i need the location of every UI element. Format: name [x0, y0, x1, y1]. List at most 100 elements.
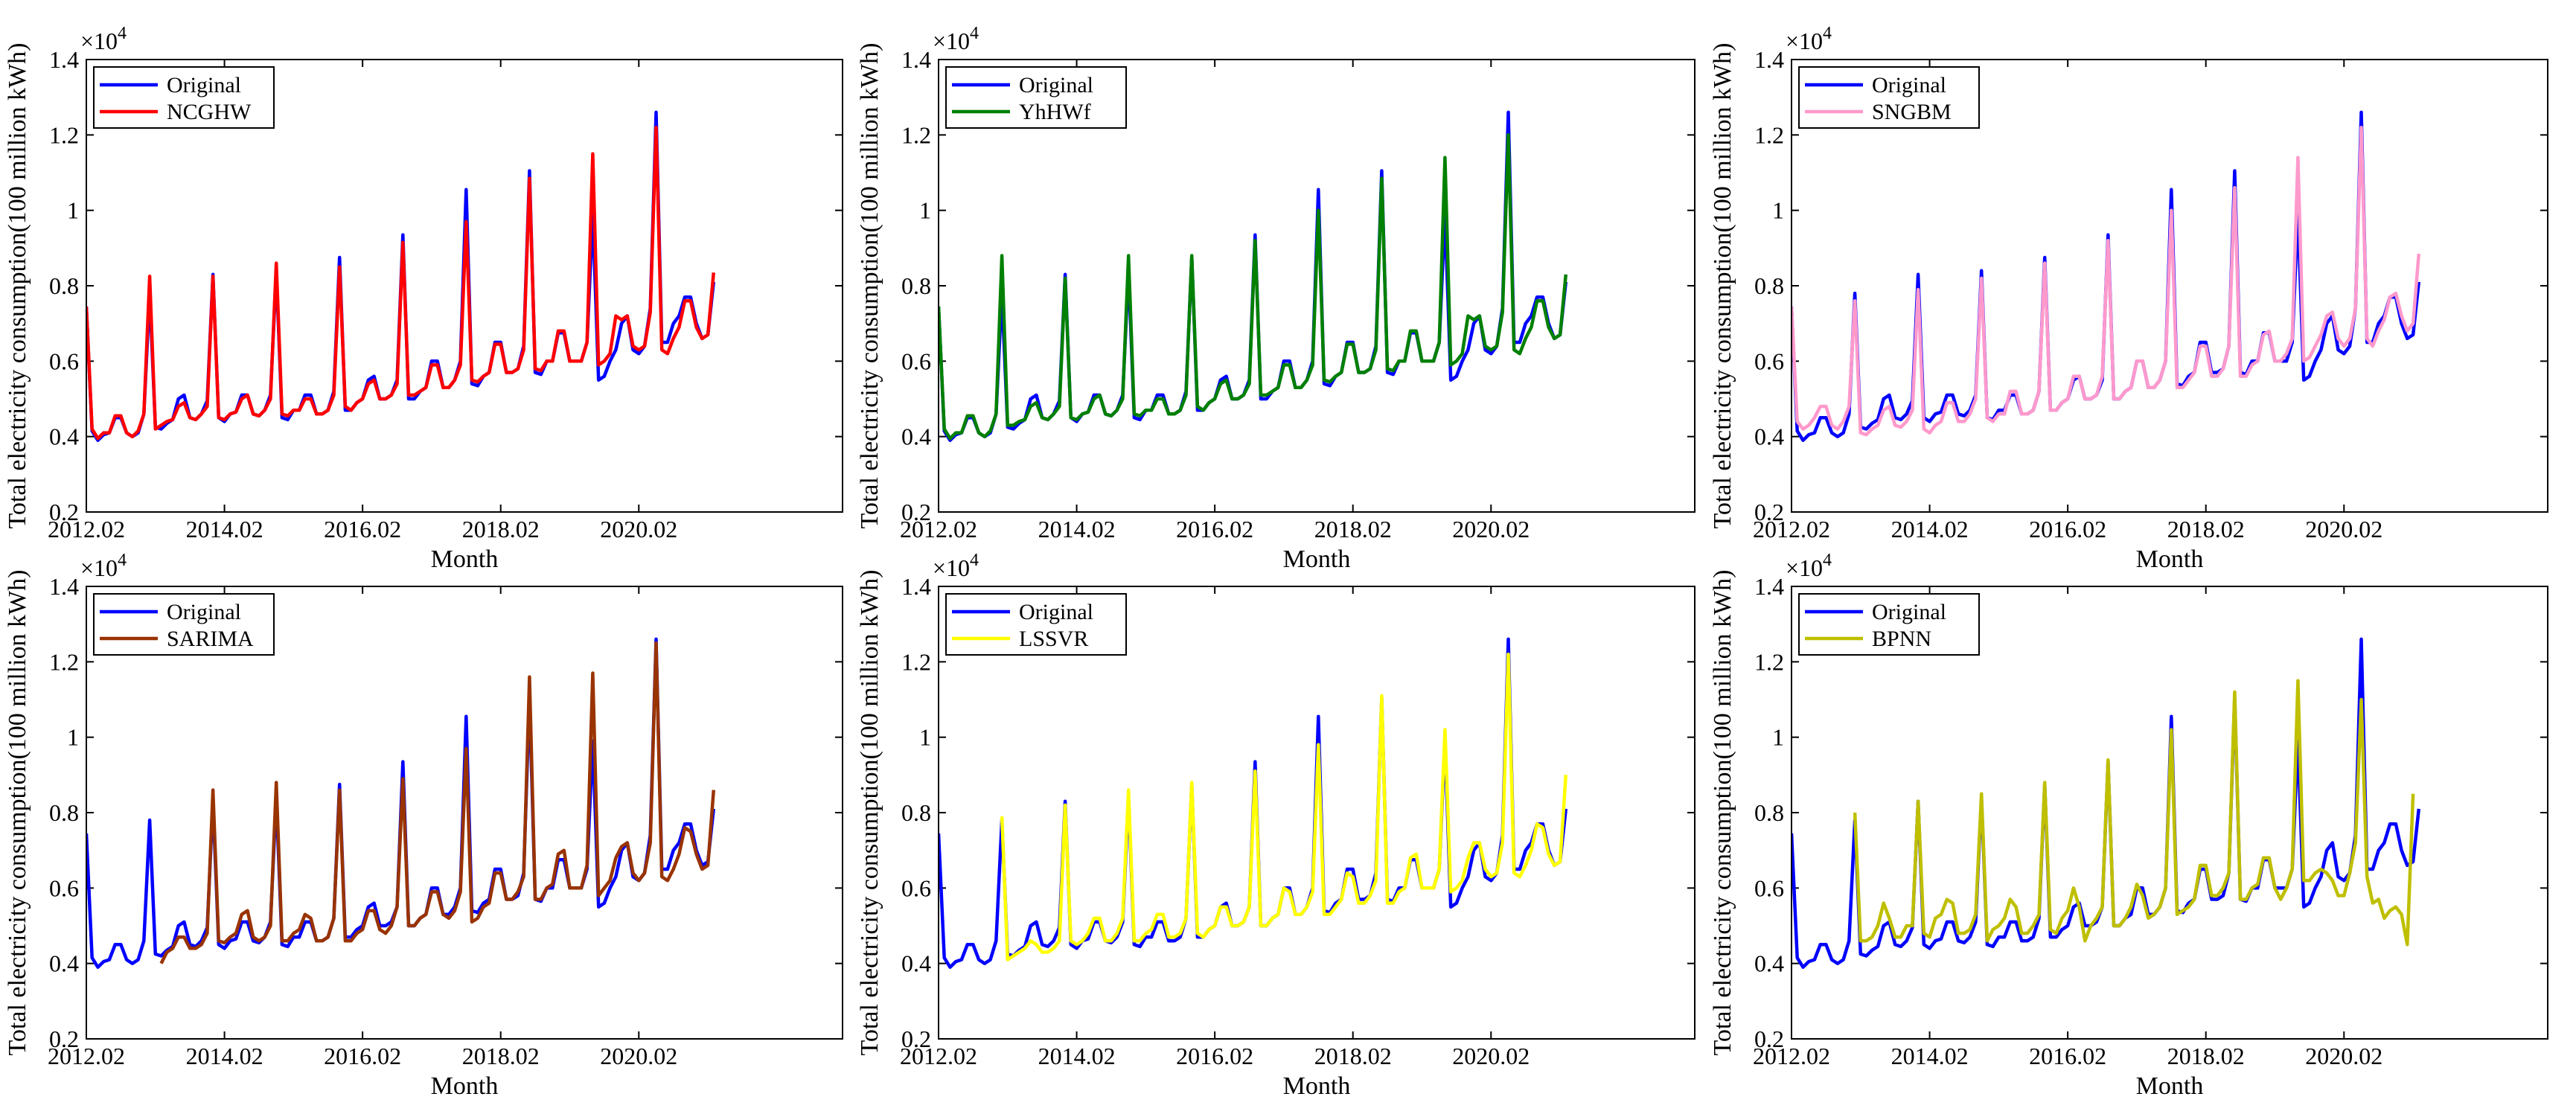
series-lines [939, 637, 1568, 969]
x-tick-label: 2014.02 [1038, 1043, 1116, 1069]
x-tick-label: 2012.02 [900, 1043, 977, 1069]
series-line-sarima [159, 641, 716, 964]
legend-box [1798, 66, 1980, 129]
y-tick-label: 0.2 [1754, 1025, 1784, 1052]
series-line-ncghw [86, 125, 716, 441]
x-tick-label: 2012.02 [48, 516, 125, 543]
series-line-sngbm [1792, 125, 2421, 437]
x-tick-label: 2018.02 [1314, 1043, 1392, 1069]
legend: Original SARIMA [93, 593, 275, 656]
x-axis-label: Month [431, 545, 499, 573]
multiplier-base: ×10 [933, 28, 970, 54]
series-line-yhhwf [939, 133, 1568, 441]
y-tick-label: 0.8 [1754, 272, 1784, 299]
series-lines [86, 637, 716, 969]
y-tick-label: 1 [67, 197, 79, 224]
axes-box [938, 586, 1696, 1040]
y-tick-label: 0.8 [49, 799, 79, 826]
legend: Original BPNN [1798, 593, 1980, 656]
y-tick-label: 0.4 [49, 950, 79, 977]
legend-label: Original [167, 73, 241, 97]
x-tick-label: 2014.02 [1891, 1043, 1969, 1069]
y-tick-label: 1.4 [49, 46, 79, 73]
x-axis-label: Month [431, 1072, 499, 1100]
series-lines [86, 110, 716, 442]
x-tick-label: 2020.02 [2305, 516, 2382, 543]
legend: Original NCGHW [93, 66, 275, 129]
x-axis-label: Month [2136, 545, 2204, 573]
legend-label: YhHWf [1019, 100, 1091, 124]
y-tick-label: 0.8 [901, 799, 931, 826]
legend-label: Original [1019, 600, 1093, 624]
x-tick-label: 2014.02 [186, 516, 263, 543]
y-tick-label: 1 [67, 724, 79, 751]
multiplier-exponent: 4 [970, 551, 979, 570]
y-tick-label: 1.4 [901, 46, 931, 73]
x-tick-label: 2018.02 [2167, 1043, 2245, 1069]
x-tick-label: 2016.02 [2029, 1043, 2106, 1069]
axes-box [1791, 59, 2548, 513]
multiplier-base: ×10 [1786, 554, 1823, 581]
axis-multiplier: ×104 [1786, 551, 1832, 581]
y-tick-label: 0.6 [49, 874, 79, 901]
x-tick-label: 2012.02 [900, 516, 977, 543]
subplot-3: 0.2 0.4 0.6 0.8 1 1.2 1.4 2012.02 2014.02 2016.02… [1709, 24, 2548, 573]
x-tick-label: 2018.02 [1314, 516, 1392, 543]
legend-label: Original [167, 600, 241, 624]
y-tick-label: 1.2 [901, 121, 931, 148]
axes-box [86, 59, 843, 513]
y-tick-label: 1 [919, 724, 931, 751]
y-tick-label: 0.8 [901, 272, 931, 299]
x-tick-label: 2018.02 [2167, 516, 2245, 543]
subplot-1: 0.2 0.4 0.6 0.8 1 1.2 1.4 2012.02 2014.02 2016.02… [4, 24, 843, 573]
subplot-4: 0.2 0.4 0.6 0.8 1 1.2 1.4 2012.02 2014.02 2016.02… [4, 551, 843, 1100]
multiplier-exponent: 4 [970, 24, 979, 43]
y-axis-label: Total electricity consumption(100 millio… [1709, 43, 1736, 529]
axes-box [86, 586, 843, 1040]
legend: Original SNGBM [1798, 66, 1980, 129]
legend-label: SNGBM [1872, 100, 1952, 124]
x-axis-label: Month [2136, 1072, 2204, 1100]
x-tick-label: 2014.02 [186, 1043, 263, 1069]
x-tick-label: 2016.02 [1176, 516, 1253, 543]
legend-label: Original [1872, 600, 1946, 624]
legend-label: SARIMA [167, 627, 254, 651]
multiplier-base: ×10 [80, 554, 118, 581]
y-tick-label: 0.6 [49, 348, 79, 374]
x-tick-label: 2012.02 [1753, 1043, 1830, 1069]
x-tick-label: 2016.02 [324, 516, 401, 543]
axes-box [1791, 586, 2548, 1040]
subplot-5: 0.2 0.4 0.6 0.8 1 1.2 1.4 2012.02 2014.02 2016.02… [856, 551, 1696, 1100]
axis-multiplier: ×104 [80, 24, 127, 54]
y-axis-label: Total electricity consumption(100 millio… [4, 570, 31, 1056]
x-tick-label: 2018.02 [462, 1043, 540, 1069]
x-tick-label: 2020.02 [1452, 516, 1530, 543]
y-tick-label: 1 [1772, 724, 1784, 751]
y-tick-label: 1.4 [49, 573, 79, 600]
y-tick-label: 1.4 [1754, 46, 1784, 73]
x-axis-label: Month [1283, 545, 1351, 573]
y-axis-label: Total electricity consumption(100 millio… [856, 570, 883, 1056]
y-tick-label: 0.6 [901, 348, 931, 374]
x-tick-label: 2020.02 [600, 1043, 677, 1069]
axis-multiplier: ×104 [933, 24, 979, 54]
multiplier-base: ×10 [1786, 28, 1823, 54]
x-tick-label: 2020.02 [600, 516, 677, 543]
y-axis-label: Total electricity consumption(100 millio… [4, 43, 31, 529]
series-lines [1792, 637, 2421, 969]
series-lines [1792, 110, 2421, 442]
x-axis-label: Month [1283, 1072, 1351, 1100]
x-tick-label: 2012.02 [48, 1043, 125, 1069]
y-axis-label: Total electricity consumption(100 millio… [1709, 570, 1736, 1056]
multiplier-exponent: 4 [1823, 24, 1832, 43]
legend-label: NCGHW [167, 100, 252, 124]
y-tick-label: 0.6 [1754, 348, 1784, 374]
y-tick-label: 1.2 [1754, 648, 1784, 675]
y-axis-label: Total electricity consumption(100 millio… [856, 43, 883, 529]
multiplier-exponent: 4 [1823, 551, 1832, 570]
axis-multiplier: ×104 [933, 551, 979, 581]
legend: Original LSSVR [945, 593, 1127, 656]
legend: Original YhHWf [945, 66, 1127, 129]
multiplier-exponent: 4 [118, 551, 127, 570]
y-tick-label: 1 [1772, 197, 1784, 224]
